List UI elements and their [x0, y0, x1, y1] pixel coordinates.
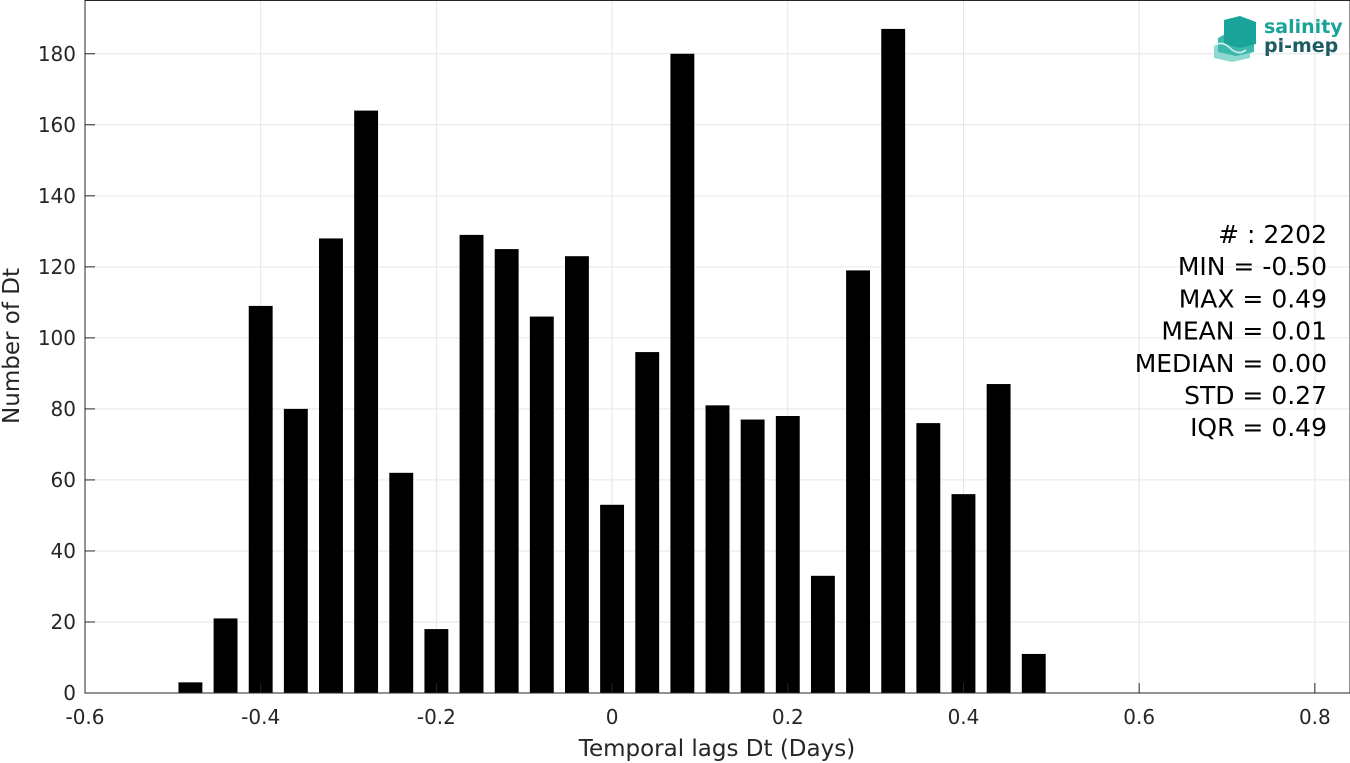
x-tick-label: 0: [606, 705, 619, 729]
histogram-bar: [881, 28, 906, 693]
y-tick-label: 20: [51, 610, 76, 634]
stat-line: # : 2202: [1218, 220, 1327, 249]
histogram-bar: [635, 352, 660, 693]
histogram-bar: [424, 629, 449, 693]
x-axis-label: Temporal lags Dt (Days): [578, 736, 855, 762]
stat-line: MEAN = 0.01: [1161, 317, 1327, 346]
logo-wave-icon: [1213, 16, 1256, 62]
histogram-bar: [213, 618, 238, 693]
bars: [178, 28, 1046, 694]
stat-line: MIN = -0.50: [1178, 252, 1327, 281]
histogram-bar: [951, 494, 976, 693]
histogram-bar: [600, 504, 625, 693]
y-axis-label: Number of Dt: [0, 268, 25, 424]
histogram-bar: [319, 238, 343, 693]
stat-line: MEDIAN = 0.00: [1135, 349, 1327, 378]
histogram-bar: [916, 423, 941, 693]
y-tick-label: 160: [38, 113, 76, 137]
stat-line: MAX = 0.49: [1179, 284, 1327, 313]
y-tick-label: 140: [38, 184, 76, 208]
x-tick-label: -0.6: [65, 705, 104, 729]
y-tick-label: 60: [51, 468, 76, 492]
logo-text-salinity: salinity: [1264, 16, 1343, 38]
y-tick-label: 40: [51, 539, 76, 563]
y-axis-ticks: 0 20 40 60 80 100 120 140 160 180: [38, 42, 95, 705]
histogram-bar: [564, 256, 589, 693]
x-axis-ticks: -0.6 -0.4 -0.2 0 0.2 0.4 0.6 0.8: [65, 683, 1331, 729]
x-tick-label: -0.4: [241, 705, 280, 729]
stats-box: # : 2202 MIN = -0.50 MAX = 0.49 MEAN = 0.01…: [1135, 220, 1327, 442]
histogram-bar: [529, 316, 554, 693]
histogram-bar: [1021, 653, 1046, 693]
histogram-bar: [494, 249, 519, 694]
histogram-bar: [705, 405, 730, 693]
y-tick-label: 180: [38, 42, 76, 66]
stat-line: STD = 0.27: [1184, 381, 1327, 410]
histogram-bar: [775, 416, 800, 693]
x-tick-label: 0.6: [1123, 705, 1155, 729]
histogram-bar: [459, 234, 484, 693]
y-tick-label: 100: [38, 326, 76, 350]
y-tick-label: 120: [38, 255, 76, 279]
histogram-bar: [283, 408, 308, 693]
y-tick-label: 80: [51, 397, 76, 421]
histogram-bar: [846, 270, 871, 693]
histogram-bar: [670, 53, 695, 694]
x-tick-label: 0.8: [1299, 705, 1331, 729]
histogram-bar: [248, 305, 273, 693]
plot-frame: [84, 0, 1350, 694]
x-tick-label: 0.2: [772, 705, 804, 729]
histogram-bar: [986, 384, 1011, 693]
histogram-bar: [354, 110, 379, 694]
histogram-bar: [810, 575, 835, 693]
x-tick-label: -0.2: [417, 705, 456, 729]
y-tick-label: 0: [63, 681, 76, 705]
salinity-pi-mep-logo: salinity pi-mep: [1213, 16, 1343, 62]
x-tick-label: 0.4: [948, 705, 980, 729]
histogram-bar: [389, 472, 414, 693]
logo-text-pi-mep: pi-mep: [1264, 35, 1338, 57]
histogram-bar: [740, 419, 765, 693]
stat-line: IQR = 0.49: [1190, 413, 1327, 442]
histogram-bar: [178, 682, 203, 693]
